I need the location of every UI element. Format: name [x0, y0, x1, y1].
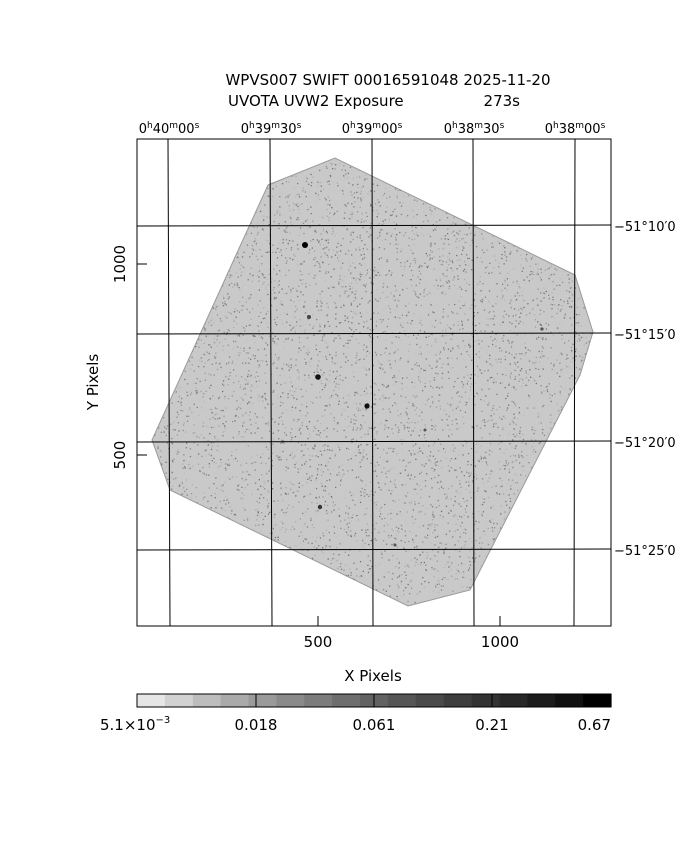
- ra-tick-label: 0h39m00s: [342, 121, 403, 137]
- colorbar: 5.1×10−3 0.018 0.061 0.21 0.67: [100, 693, 612, 734]
- exposure-label: UVOTA UVW2 Exposure: [228, 92, 404, 110]
- colorbar-cell: [471, 694, 501, 707]
- colorbar-cell: [527, 694, 556, 707]
- colorbar-label: 0.67: [578, 716, 611, 734]
- colorbar-cell: [192, 694, 222, 707]
- dec-tick-label: −51°10′0: [614, 220, 676, 235]
- colorbar-cell: [220, 694, 250, 707]
- ra-tick-label: 0h40m00s: [139, 121, 200, 137]
- source-bright-2: [315, 374, 321, 380]
- y-axis-title: Y Pixels: [84, 354, 102, 412]
- colorbar-cell: [304, 694, 333, 707]
- ra-tick-label: 0h38m00s: [545, 121, 606, 137]
- source-bright-1: [302, 242, 308, 248]
- colorbar-label: 0.21: [475, 716, 508, 734]
- x-tick-label: 500: [304, 633, 333, 651]
- source-faint-4: [423, 428, 427, 432]
- source-faint-3: [540, 327, 544, 331]
- colorbar-cell: [415, 694, 445, 707]
- ra-tick-label: 0h39m30s: [241, 121, 302, 137]
- dec-tick-label: −51°15′0: [614, 328, 676, 343]
- dec-tick-label: −51°20′0: [614, 436, 676, 451]
- y-tick-label: 500: [111, 441, 129, 470]
- colorbar-cell: [387, 694, 417, 707]
- colorbar-cell: [276, 694, 305, 707]
- colorbar-cell: [583, 694, 612, 707]
- exposure-value: 273s: [484, 92, 521, 110]
- coordinate-grid: [136, 138, 612, 627]
- x-axis-title: X Pixels: [344, 667, 402, 685]
- colorbar-cell: [332, 694, 361, 707]
- dec-tick-label: −51°25′0: [614, 544, 676, 559]
- colorbar-cell: [499, 694, 528, 707]
- pixel-ticks: [137, 263, 501, 626]
- ra-tick-labels: 0h40m00s 0h39m30s 0h39m00s 0h38m30s 0h38m00s: [139, 121, 606, 137]
- dec-tick-labels: −51°10′0 −51°15′0 −51°20′0 −51°25′0: [614, 220, 676, 559]
- y-tick-label: 1000: [111, 245, 129, 283]
- x-tick-label: 1000: [481, 633, 519, 651]
- source-faint-5: [393, 543, 397, 547]
- colorbar-cell: [137, 694, 166, 707]
- colorbar-cell: [248, 694, 277, 707]
- colorbar-label: 0.018: [235, 716, 278, 734]
- colorbar-cell: [555, 694, 584, 707]
- colorbar-label: 0.061: [353, 716, 396, 734]
- colorbar-cell: [443, 694, 473, 707]
- colorbar-cell: [164, 694, 194, 707]
- colorbar-label: 5.1×10−3: [100, 715, 170, 734]
- source-bright-3: [364, 403, 370, 409]
- source-faint-2: [317, 504, 323, 510]
- ra-tick-label: 0h38m30s: [444, 121, 505, 137]
- exposure-image: [137, 139, 611, 626]
- source-faint-1: [307, 315, 311, 319]
- observation-title: WPVS007 SWIFT 00016591048 2025-11-20: [225, 71, 550, 89]
- plot-frame: [136, 138, 612, 627]
